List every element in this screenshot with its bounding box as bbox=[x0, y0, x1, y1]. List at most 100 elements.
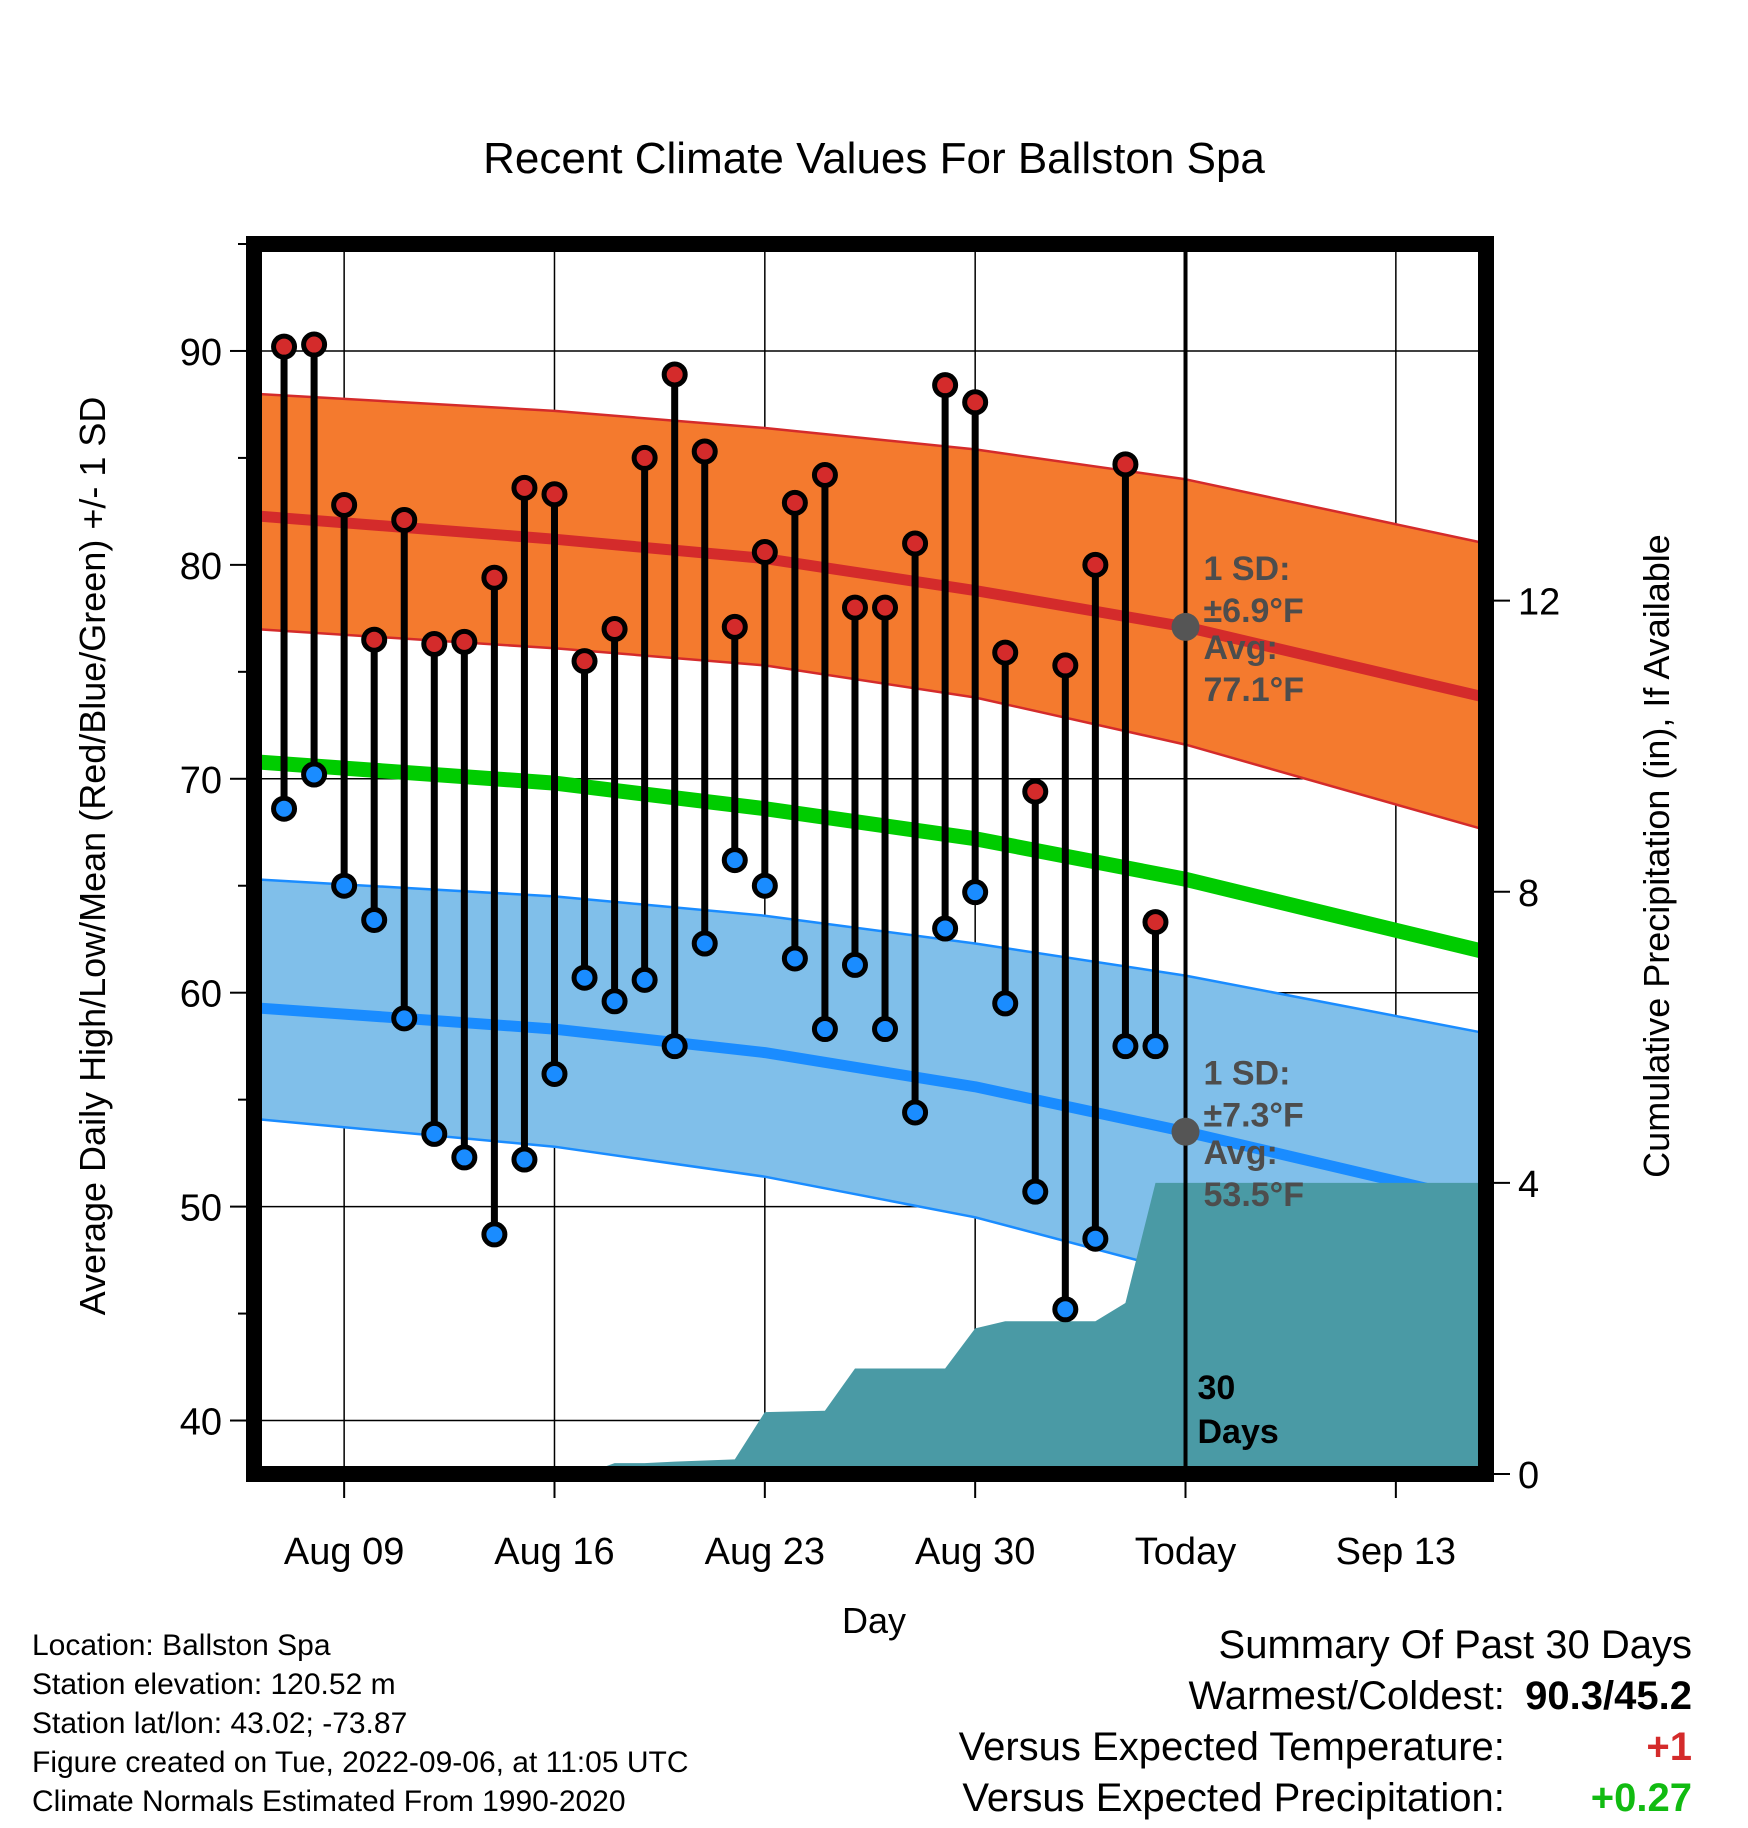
low-sd-annotation: 1 SD: ±7.3°F bbox=[1204, 1055, 1304, 1135]
y-tick-label-right: 8 bbox=[1518, 873, 1539, 915]
latlon-line: Station lat/lon: 43.02; -73.87 bbox=[32, 1707, 408, 1740]
station-metadata: Location: Ballston Spa Station elevation… bbox=[32, 1626, 689, 1821]
daily-high-point bbox=[1082, 551, 1109, 578]
daily-low-point bbox=[271, 795, 298, 822]
daily-high-point bbox=[1112, 451, 1139, 478]
daily-high-point bbox=[932, 372, 959, 399]
daily-low-point bbox=[962, 879, 989, 906]
daily-low-point bbox=[691, 930, 718, 957]
chart-title: Recent Climate Values For Ballston Spa bbox=[483, 134, 1265, 183]
daily-low-point bbox=[541, 1060, 568, 1087]
daily-high-point bbox=[781, 489, 808, 516]
daily-high-point bbox=[331, 491, 358, 518]
warmest-coldest-value: 90.3/45.2 bbox=[1525, 1674, 1692, 1718]
daily-low-point bbox=[902, 1099, 929, 1126]
temp-versus-row: Versus Expected Temperature: +1 bbox=[959, 1722, 1692, 1773]
daily-high-point bbox=[541, 481, 568, 508]
y-tick-label-right: 4 bbox=[1518, 1164, 1539, 1206]
daily-low-point bbox=[331, 872, 358, 899]
y-tick-label-left: 60 bbox=[180, 974, 222, 1016]
high-band-lower-edge bbox=[253, 627, 1487, 832]
elevation-line: Station elevation: 120.52 m bbox=[32, 1668, 396, 1701]
daily-high-point bbox=[902, 530, 929, 557]
today-period-annotation: 30 Days bbox=[1198, 1369, 1279, 1451]
daily-high-point bbox=[481, 564, 508, 591]
daily-low-point bbox=[781, 945, 808, 972]
high-band-upper-edge bbox=[253, 392, 1487, 545]
daily-high-point bbox=[751, 539, 778, 566]
daily-high-point bbox=[872, 594, 899, 621]
daily-low-point bbox=[751, 872, 778, 899]
y-tick-label-left: 90 bbox=[180, 332, 222, 374]
daily-low-point bbox=[1052, 1296, 1079, 1323]
daily-high-point bbox=[691, 438, 718, 465]
high-sd-annotation: 1 SD: ±6.9°F bbox=[1204, 550, 1304, 630]
daily-low-point bbox=[1112, 1033, 1139, 1060]
plot-frame bbox=[246, 236, 1494, 1482]
daily-low-point bbox=[1142, 1033, 1169, 1060]
daily-high-point bbox=[841, 594, 868, 621]
daily-high-point bbox=[661, 361, 688, 388]
daily-high-point bbox=[421, 631, 448, 658]
daily-high-point bbox=[962, 389, 989, 416]
low-avg-annotation: Avg: 53.5°F bbox=[1204, 1134, 1305, 1214]
summary-heading: Summary Of Past 30 Days bbox=[1218, 1623, 1692, 1667]
y-axis-label-left: Average Daily High/Low/Mean (Red/Blue/Gr… bbox=[72, 397, 113, 1316]
daily-high-point bbox=[451, 628, 478, 655]
daily-low-point bbox=[391, 1005, 418, 1032]
x-tick-label: Aug 16 bbox=[494, 1531, 614, 1573]
daily-low-point bbox=[811, 1016, 838, 1043]
normals-line: Climate Normals Estimated From 1990-2020 bbox=[32, 1785, 626, 1818]
daily-high-point bbox=[992, 639, 1019, 666]
daily-high-point bbox=[721, 613, 748, 640]
daily-low-point bbox=[451, 1144, 478, 1171]
y-tick-label-right: 0 bbox=[1518, 1455, 1539, 1497]
daily-low-point bbox=[932, 915, 959, 942]
x-tick-label: Aug 09 bbox=[284, 1531, 404, 1573]
low-normal-line bbox=[253, 1002, 1488, 1208]
daily-high-point bbox=[361, 626, 388, 653]
today-high-avg-marker bbox=[1171, 612, 1200, 641]
high-normal-line bbox=[253, 510, 1488, 703]
y-tick-label-left: 50 bbox=[180, 1188, 222, 1230]
x-tick-label: Aug 30 bbox=[915, 1531, 1035, 1573]
daily-low-point bbox=[1022, 1178, 1049, 1205]
x-tick-label: Aug 23 bbox=[705, 1531, 825, 1573]
daily-low-point bbox=[661, 1033, 688, 1060]
daily-high-point bbox=[301, 331, 328, 358]
daily-high-point bbox=[601, 616, 628, 643]
daily-low-point bbox=[721, 847, 748, 874]
x-tick-label: Today bbox=[1135, 1531, 1236, 1573]
precip-versus-row: Versus Expected Precipitation: +0.27 bbox=[959, 1773, 1692, 1824]
daily-low-point bbox=[872, 1016, 899, 1043]
daily-high-point bbox=[1052, 652, 1079, 679]
location-line: Location: Ballston Spa bbox=[32, 1629, 331, 1662]
daily-low-point bbox=[601, 988, 628, 1015]
y-tick-label-left: 40 bbox=[180, 1402, 222, 1444]
precip-area bbox=[254, 1182, 1486, 1474]
y-tick-label-left: 80 bbox=[180, 546, 222, 588]
daily-low-point bbox=[631, 966, 658, 993]
summary-panel: Summary Of Past 30 Days Warmest/Coldest:… bbox=[959, 1620, 1692, 1824]
daily-high-point bbox=[1142, 909, 1169, 936]
y-tick-label-left: 70 bbox=[180, 760, 222, 802]
daily-low-point bbox=[571, 964, 598, 991]
daily-high-point bbox=[1022, 778, 1049, 805]
daily-low-point bbox=[421, 1120, 448, 1147]
temp-versus-value: +1 bbox=[1646, 1725, 1692, 1769]
warmest-coldest-label: Warmest/Coldest: bbox=[1188, 1674, 1505, 1718]
mean-normal-line bbox=[253, 754, 1488, 960]
daily-low-point bbox=[992, 990, 1019, 1017]
precip-versus-value: +0.27 bbox=[1590, 1776, 1692, 1820]
daily-low-point bbox=[481, 1221, 508, 1248]
warmest-coldest-row: Warmest/Coldest: 90.3/45.2 bbox=[959, 1671, 1693, 1722]
daily-low-point bbox=[511, 1146, 538, 1173]
daily-high-point bbox=[391, 506, 418, 533]
daily-high-point bbox=[271, 333, 298, 360]
temp-versus-label: Versus Expected Temperature: bbox=[958, 1725, 1505, 1769]
x-tick-label: Sep 13 bbox=[1336, 1531, 1456, 1573]
y-tick-label-right: 12 bbox=[1518, 582, 1560, 624]
daily-low-point bbox=[301, 761, 328, 788]
